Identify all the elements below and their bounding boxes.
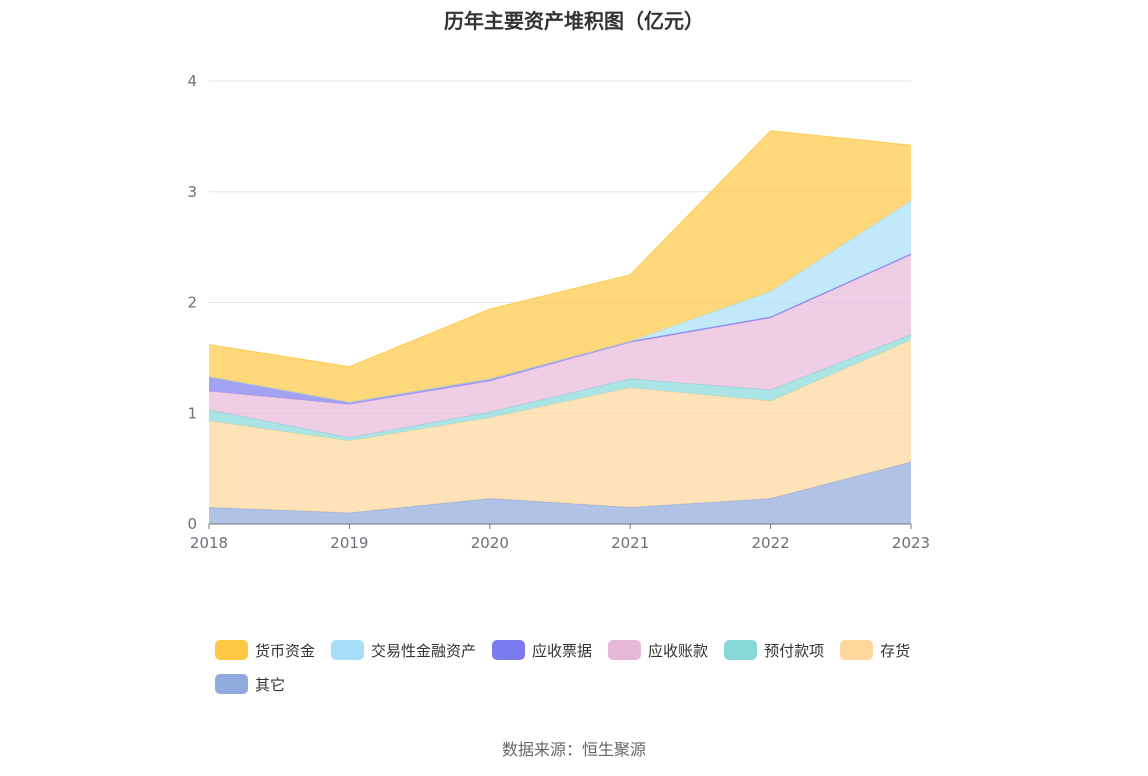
legend-label: 应收票据 (532, 641, 593, 660)
line-货币资金 (208, 130, 912, 368)
legend-label: 货币资金 (255, 641, 316, 660)
legend-swatch (724, 640, 758, 660)
legend-label: 交易性金融资产 (371, 641, 477, 660)
area-货币资金 (209, 130, 911, 403)
legend-item[interactable]: 应收票据 (492, 638, 592, 662)
legend-label: 应收账款 (648, 641, 709, 660)
legend-label: 存货 (880, 641, 911, 660)
data-source-note: 数据来源：恒生聚源 (501, 740, 646, 759)
area-预付款项 (209, 334, 911, 441)
area-其它 (209, 462, 911, 524)
legend-item[interactable]: 其它 (215, 672, 285, 696)
chart-legend: 货币资金 交易性金融资产 应收票据 应收账款 预付款项 存货其它 (215, 638, 955, 706)
chart-title: 历年主要资产堆积图（亿元） (444, 9, 704, 33)
y-tick-label: 0 (187, 515, 197, 533)
legend-label: 预付款项 (764, 641, 825, 660)
legend-swatch (215, 640, 248, 660)
legend-item[interactable]: 应收账款 (608, 638, 708, 662)
stacked-area-chart: 0 1 2 3 4 2018 2019 2020 2021 2022 2023 (187, 72, 930, 552)
y-tick-label: 4 (187, 72, 197, 90)
legend-item[interactable]: 存货 (840, 638, 910, 662)
legend-item[interactable]: 交易性金融资产 (331, 638, 476, 662)
legend-swatch (215, 674, 248, 694)
x-tick-label: 2020 (471, 534, 509, 552)
legend-item[interactable]: 货币资金 (215, 638, 315, 662)
legend-swatch (331, 640, 365, 660)
area-应收账款 (209, 254, 911, 438)
legend-item[interactable]: 预付款项 (724, 638, 824, 662)
x-tick-label: 2023 (892, 534, 930, 552)
legend-swatch (608, 640, 642, 660)
legend-label: 其它 (255, 675, 286, 694)
area-交易性金融资产 (209, 200, 911, 403)
x-tick-label: 2018 (190, 534, 228, 552)
legend-swatch (840, 640, 874, 660)
legend-swatch (492, 640, 526, 660)
x-tick-label: 2022 (752, 534, 790, 552)
x-tick-label: 2021 (611, 534, 649, 552)
area-存货 (209, 340, 911, 513)
y-tick-label: 2 (187, 294, 197, 312)
y-tick-label: 1 (187, 404, 197, 422)
y-tick-label: 3 (187, 183, 197, 201)
x-tick-label: 2019 (330, 534, 368, 552)
